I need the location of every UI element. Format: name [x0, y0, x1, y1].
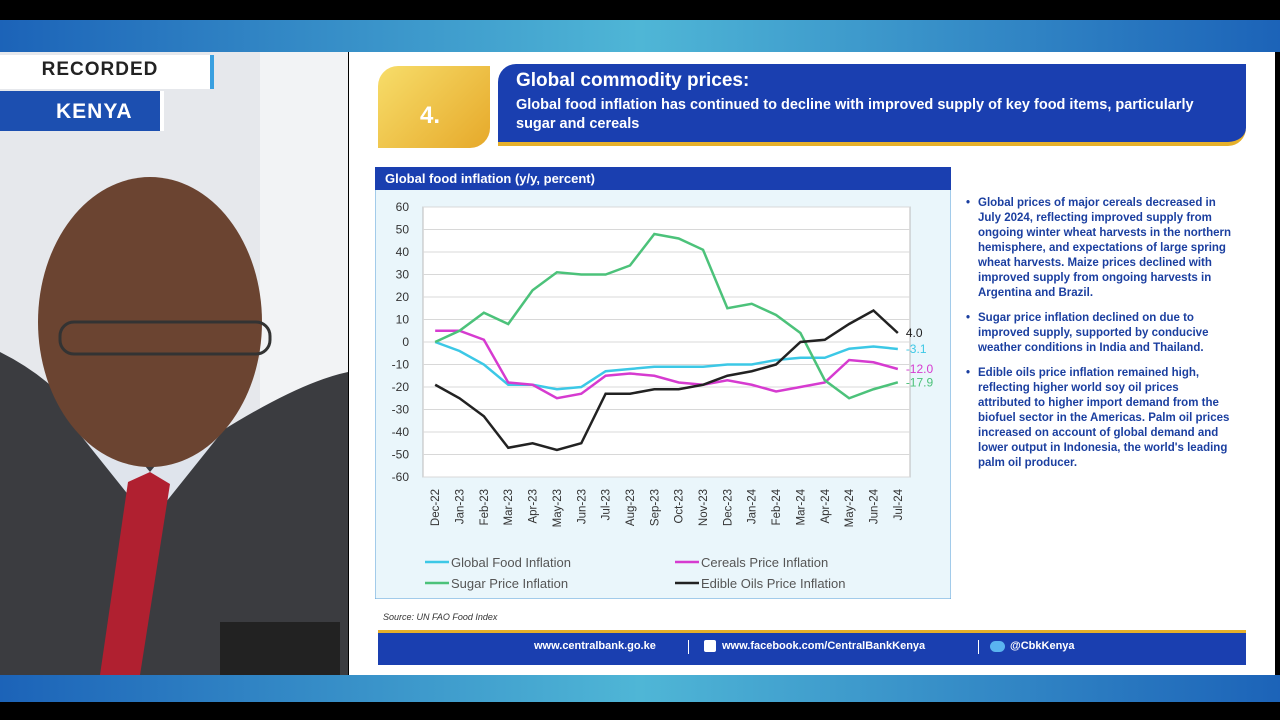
- x-tick-label: Mar-24: [795, 488, 807, 525]
- bullet: Global prices of major cereals decreased…: [964, 196, 1232, 301]
- series-line: [435, 329, 899, 400]
- x-tick-label: Dec-23: [722, 489, 734, 526]
- legend-label: Edible Oils Price Inflation: [701, 576, 846, 591]
- bullet: Sugar price inflation declined on due to…: [964, 311, 1232, 356]
- recorded-label: RECORDED: [41, 59, 159, 80]
- y-tick-label: 50: [396, 223, 410, 237]
- x-tick-label: May-24: [844, 488, 856, 527]
- bullet: Edible oils price inflation remained hig…: [964, 366, 1232, 471]
- series-line: [434, 340, 898, 391]
- x-tick-label: Oct-23: [674, 489, 686, 524]
- y-tick-label: -40: [392, 425, 410, 439]
- x-tick-label: Jan-24: [747, 488, 759, 524]
- x-tick-label: Feb-24: [771, 488, 783, 525]
- y-tick-label: 40: [396, 245, 410, 259]
- slide-number: 4.: [420, 102, 441, 129]
- location-tag: [0, 91, 164, 131]
- x-tick-label: Mar-23: [503, 489, 515, 525]
- y-tick-label: 60: [396, 200, 410, 214]
- slide-number-box: [378, 66, 490, 148]
- y-tick-label: -30: [392, 403, 410, 417]
- legend-label: Sugar Price Inflation: [451, 576, 568, 591]
- data-label: -12.0: [906, 362, 934, 376]
- twitter-icon: [990, 641, 1005, 652]
- bullet-list: Global prices of major cereals decreased…: [964, 196, 1232, 481]
- top-band: [0, 20, 1280, 52]
- data-label: -17.9: [906, 375, 934, 389]
- recorded-tag: [0, 55, 214, 89]
- x-tick-label: Jul-23: [601, 489, 613, 520]
- slide-title: Global commodity prices:: [516, 70, 750, 91]
- tie: [100, 472, 170, 675]
- y-tick-label: -60: [392, 470, 410, 484]
- footer-facebook: www.facebook.com/CentralBankKenya: [722, 640, 926, 652]
- series-line: [434, 232, 899, 400]
- chart-title: Global food inflation (y/y, percent): [385, 171, 595, 186]
- y-tick-label: 10: [396, 313, 410, 327]
- glasses: [58, 320, 272, 356]
- x-tick-label: Jul-24: [893, 488, 905, 520]
- x-tick-label: May-23: [552, 489, 564, 527]
- facebook-icon: [704, 640, 716, 652]
- footer-twitter: @CbkKenya: [1010, 640, 1075, 652]
- chart: Global food inflation (y/y, percent) -60…: [375, 167, 951, 599]
- source-note: Source: UN FAO Food Index: [383, 612, 498, 622]
- video-feed: [0, 52, 348, 675]
- series-line: [434, 308, 899, 452]
- x-tick-label: Aug-23: [625, 489, 637, 526]
- legend-label: Global Food Inflation: [451, 555, 571, 570]
- title-banner: [498, 64, 1246, 146]
- laptop: [220, 622, 340, 675]
- slide-subtitle: Global food inflation has continued to d…: [516, 97, 1194, 132]
- x-tick-label: Jun-24: [868, 488, 880, 524]
- x-tick-label: Apr-23: [528, 489, 540, 524]
- y-tick-label: -20: [392, 380, 410, 394]
- chart-header: [375, 167, 951, 190]
- y-tick-label: 0: [402, 335, 409, 349]
- x-tick-label: Feb-23: [479, 489, 491, 525]
- x-tick-label: Apr-24: [820, 488, 832, 523]
- x-tick-label: Jun-23: [576, 489, 588, 524]
- y-tick-label: -10: [392, 358, 410, 372]
- x-tick-label: Dec-22: [430, 489, 442, 526]
- footer-separator: [978, 640, 979, 654]
- bottom-band: [0, 675, 1280, 702]
- x-tick-label: Jan-23: [455, 489, 467, 524]
- data-label: 4.0: [906, 326, 923, 340]
- y-tick-label: 20: [396, 290, 410, 304]
- x-tick-label: Sep-23: [649, 489, 661, 526]
- footer-bar: [378, 630, 1246, 665]
- legend-label: Cereals Price Inflation: [701, 555, 828, 570]
- footer-website: www.centralbank.go.ke: [534, 640, 656, 652]
- x-tick-label: Nov-23: [698, 489, 710, 526]
- footer-separator: [688, 640, 689, 654]
- y-tick-label: -50: [392, 448, 410, 462]
- y-tick-label: 30: [396, 268, 410, 282]
- data-label: -3.1: [906, 342, 927, 356]
- location-label: KENYA: [56, 100, 133, 123]
